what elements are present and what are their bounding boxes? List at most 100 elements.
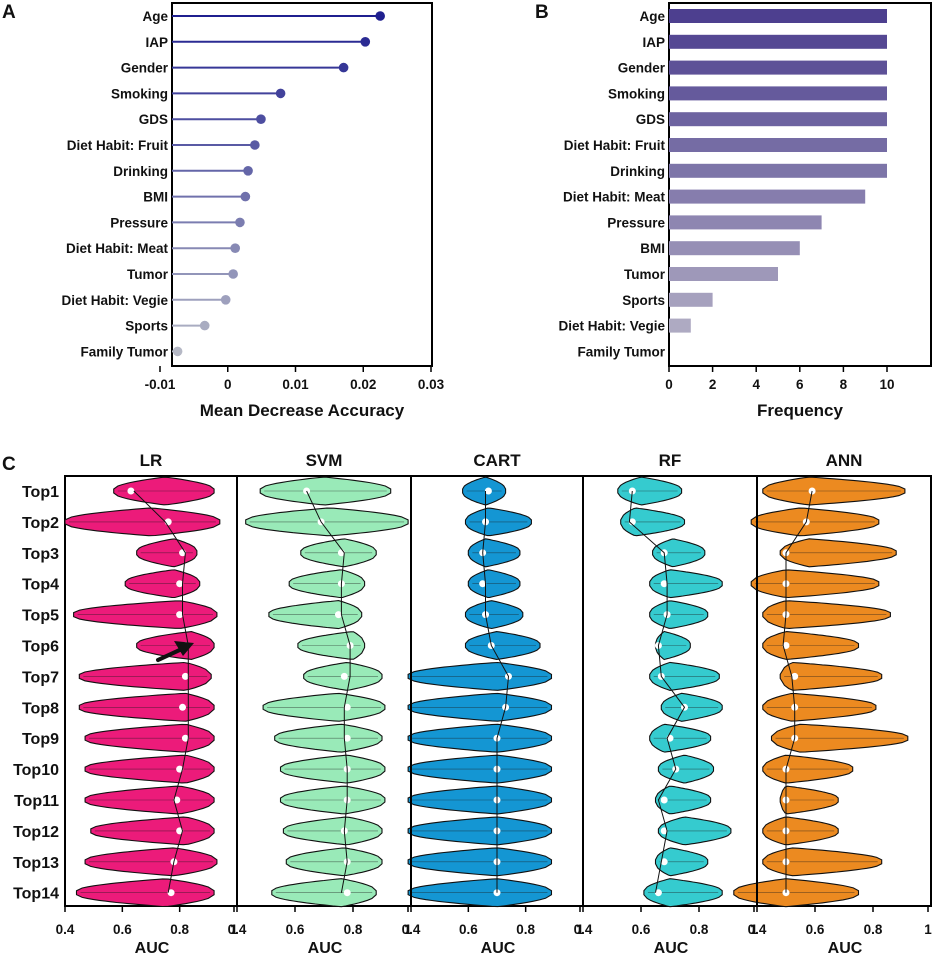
- point-tumor: [228, 269, 238, 279]
- row-label-top3: Top3: [22, 546, 59, 563]
- x-tick-label-2: 0.01: [282, 377, 309, 392]
- median-dot-lr-top11: [173, 796, 181, 804]
- median-dot-lr-top12: [176, 827, 184, 835]
- median-dot-lr-top9: [181, 734, 189, 742]
- x-axis-title-ann: AUC: [828, 940, 863, 957]
- row-label-top11: Top11: [14, 793, 59, 810]
- violin-group-svm: [245, 476, 409, 908]
- point-diet-habit-fruit: [250, 140, 260, 150]
- model-title-lr: LR: [140, 451, 163, 470]
- y-label-age: Age: [142, 9, 168, 24]
- median-dot-svm-top8: [343, 703, 351, 711]
- panel-b-x-axis-title: Frequency: [757, 401, 844, 420]
- x-tick-label-lr-3: 1: [230, 922, 238, 937]
- bar-smoking: [669, 86, 887, 101]
- y-label-drinking: Drinking: [610, 164, 665, 179]
- x-tick-label-1: 2: [709, 377, 717, 392]
- model-title-svm: SVM: [306, 451, 343, 470]
- bar-bmi: [669, 241, 800, 256]
- median-dot-lr-top8: [179, 703, 187, 711]
- median-dot-svm-top7: [340, 672, 348, 680]
- x-axis-title-rf: AUC: [654, 940, 689, 957]
- bar-sports: [669, 292, 713, 307]
- median-dot-rf-top14: [654, 889, 662, 897]
- x-tick-label-ann-3: 1: [924, 922, 932, 937]
- y-label-iap: IAP: [642, 35, 665, 50]
- row-label-top1: Top1: [22, 484, 59, 501]
- row-label-top9: Top9: [22, 731, 59, 748]
- model-title-rf: RF: [659, 451, 682, 470]
- x-tick-label-ann-0: 0.4: [748, 922, 767, 937]
- point-bmi: [240, 191, 251, 202]
- row-label-top12: Top12: [13, 824, 59, 841]
- annotation-arrow-head: [174, 641, 194, 656]
- row-label-top13: Top13: [13, 855, 59, 872]
- y-label-sports: Sports: [622, 293, 665, 308]
- y-label-gender: Gender: [121, 61, 169, 76]
- y-label-diet-habit-meat: Diet Habit: Meat: [66, 241, 169, 256]
- y-label-diet-habit-vegie: Diet Habit: Vegie: [558, 319, 665, 334]
- point-gds: [256, 114, 266, 124]
- panel-a-lollipop-chart: Age IAP Gender Smoking GDS Diet Habit: Fruit D…: [61, 2, 445, 420]
- median-dot-cart-top1: [484, 487, 492, 495]
- median-dot-rf-top11: [660, 796, 668, 804]
- y-label-tumor: Tumor: [127, 267, 169, 282]
- mean-trend-line-svm: [306, 490, 351, 893]
- point-gender: [338, 62, 349, 73]
- point-family-tumor: [172, 346, 183, 357]
- mean-trend-line-lr: [133, 490, 189, 893]
- point-diet-habit-vegie: [220, 295, 231, 305]
- x-axis-title-cart: AUC: [481, 940, 516, 957]
- x-axis-title-svm: AUC: [308, 940, 343, 957]
- median-dot-lr-top7: [181, 672, 189, 680]
- x-tick-label-0: 0: [665, 377, 673, 392]
- point-iap: [360, 37, 371, 47]
- y-label-bmi: BMI: [640, 241, 665, 256]
- median-dot-rf-top13: [660, 858, 668, 866]
- x-tick-label-rf-1: 0.6: [632, 922, 651, 937]
- x-tick-label-cart-2: 0.8: [516, 922, 535, 937]
- y-label-drinking: Drinking: [113, 164, 168, 179]
- x-tick-label-rf-0: 0.4: [574, 922, 593, 937]
- x-tick-label-lr-2: 0.8: [170, 922, 189, 937]
- y-label-gds: GDS: [139, 112, 168, 127]
- median-dot-lr-top14: [167, 889, 175, 897]
- median-dot-lr-top10: [176, 765, 184, 773]
- model-title-ann: ANN: [826, 451, 863, 470]
- x-tick-label-cart-1: 0.6: [459, 922, 478, 937]
- median-dot-lr-top5: [176, 611, 184, 619]
- y-label-diet-habit-fruit: Diet Habit: Fruit: [67, 138, 169, 153]
- x-tick-label-ann-2: 0.8: [864, 922, 883, 937]
- y-label-diet-habit-fruit: Diet Habit: Fruit: [564, 138, 666, 153]
- panel-a-frame: [171, 2, 433, 367]
- row-label-top10: Top10: [13, 762, 59, 779]
- x-tick-label-svm-2: 0.8: [344, 922, 363, 937]
- bar-diet-habit-fruit: [669, 138, 887, 152]
- panel-label-b: B: [535, 2, 549, 23]
- x-tick-label-svm-3: 1: [404, 922, 412, 937]
- y-label-family-tumor: Family Tumor: [80, 344, 168, 359]
- point-age: [375, 11, 385, 21]
- x-tick-label-lr-1: 0.6: [113, 922, 132, 937]
- y-label-gds: GDS: [636, 112, 665, 127]
- y-label-smoking: Smoking: [608, 86, 665, 101]
- panel-c-violin-chart: Top1 Top2 Top3 Top4 Top5 Top6 Top7 Top8 Top9 Top1…: [13, 451, 932, 957]
- point-drinking: [243, 166, 253, 176]
- x-tick-label-rf-2: 0.8: [690, 922, 709, 937]
- panel-b-bar-chart: Age IAP Gender Smoking GDS Diet Habit: Fruit D…: [558, 2, 932, 420]
- annotation-arrow: [156, 641, 194, 662]
- median-dot-rf-top2: [628, 518, 636, 526]
- row-label-top5: Top5: [22, 608, 59, 625]
- y-label-pressure: Pressure: [110, 215, 168, 230]
- violin-group-rf: [617, 476, 732, 908]
- row-label-top6: Top6: [22, 639, 59, 656]
- x-tick-label-svm-1: 0.6: [286, 922, 305, 937]
- median-dot-lr-top1: [127, 487, 135, 495]
- row-label-top8: Top8: [22, 700, 59, 717]
- median-dot-svm-top9: [343, 734, 351, 742]
- y-label-family-tumor: Family Tumor: [577, 344, 665, 359]
- bar-age: [669, 9, 887, 23]
- panel-label-c: C: [2, 454, 16, 475]
- row-label-top7: Top7: [22, 669, 59, 686]
- bar-gender: [669, 60, 887, 75]
